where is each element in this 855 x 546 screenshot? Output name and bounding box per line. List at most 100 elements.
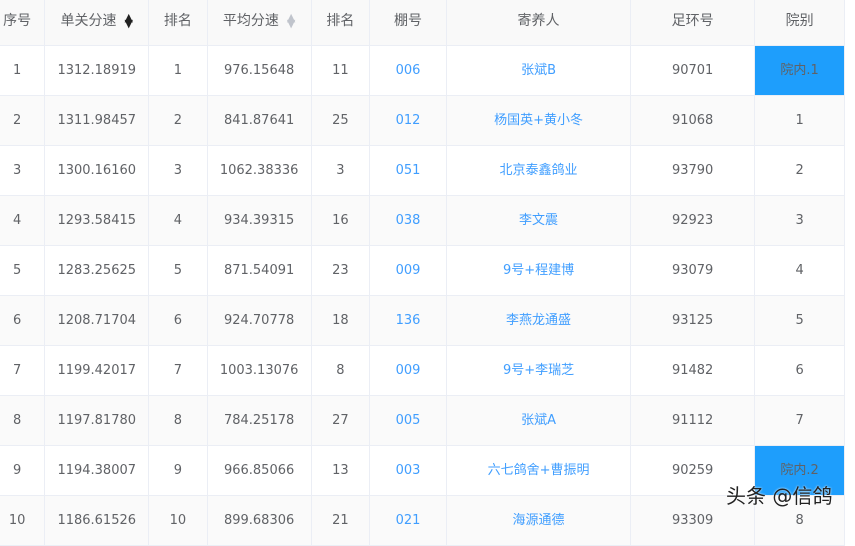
single-speed-cell: 1186.61526	[44, 495, 150, 546]
loft-link[interactable]: 005	[369, 395, 447, 446]
index-cell: 1	[0, 45, 46, 96]
rank-cell: 9	[148, 445, 208, 496]
single-speed-cell: 1199.42017	[44, 345, 150, 396]
single-speed-cell: 1300.16160	[44, 145, 150, 196]
division-cell: 1	[754, 95, 845, 146]
ring-number-cell: 93079	[630, 245, 756, 296]
header-label: 院别	[785, 13, 814, 29]
ring-number-cell: 91112	[630, 395, 756, 446]
division-cell: 7	[754, 395, 845, 446]
ring-number-cell: 91482	[630, 345, 756, 396]
table-row: 4 1293.58415 4 934.39315 16 038 李文震 92923 3	[0, 195, 845, 246]
division-cell: 院内.1	[754, 45, 845, 96]
division-cell: 3	[754, 195, 845, 246]
owner-link[interactable]: 张斌B	[446, 45, 632, 96]
column-header[interactable]: 单关分速 ▲ ▼	[44, 0, 150, 46]
ring-number-cell: 92923	[630, 195, 756, 246]
single-speed-cell: 1283.25625	[44, 245, 150, 296]
owner-link[interactable]: 六七鸽舍+曹振明	[446, 445, 632, 496]
column-header: 寄养人	[446, 0, 632, 46]
table-row: 1 1312.18919 1 976.15648 11 006 张斌B 90701 院内.1	[0, 45, 845, 96]
avg-rank-cell: 27	[311, 395, 371, 446]
loft-link[interactable]: 021	[369, 495, 447, 546]
sort-inactive-icon[interactable]: ▲ ▼	[286, 11, 296, 30]
index-cell: 4	[0, 195, 46, 246]
avg-speed-cell: 1062.38336	[207, 145, 312, 196]
owner-link[interactable]: 北京泰鑫鸽业	[446, 145, 632, 196]
division-cell: 2	[754, 145, 845, 196]
table-row: 6 1208.71704 6 924.70778 18 136 李燕龙通盛 93125 5	[0, 295, 845, 346]
avg-rank-cell: 3	[311, 145, 371, 196]
column-header: 棚号	[369, 0, 447, 46]
avg-rank-cell: 8	[311, 345, 371, 396]
owner-link[interactable]: 张斌A	[446, 395, 632, 446]
avg-speed-cell: 871.54091	[207, 245, 312, 296]
table-row: 5 1283.25625 5 871.54091 23 009 9号+程建博 93079 4	[0, 245, 845, 296]
single-speed-cell: 1197.81780	[44, 395, 150, 446]
header-label: 平均分速	[222, 13, 279, 29]
header-label: 棚号	[394, 13, 423, 29]
loft-link[interactable]: 009	[369, 245, 447, 296]
owner-link[interactable]: 海源通德	[446, 495, 632, 546]
rank-cell: 10	[148, 495, 208, 546]
index-cell: 5	[0, 245, 46, 296]
owner-link[interactable]: 9号+李瑞芝	[446, 345, 632, 396]
table-row: 7 1199.42017 7 1003.13076 8 009 9号+李瑞芝 91482 6	[0, 345, 845, 396]
avg-speed-cell: 899.68306	[207, 495, 312, 546]
avg-speed-cell: 966.85066	[207, 445, 312, 496]
index-cell: 8	[0, 395, 46, 446]
rank-cell: 8	[148, 395, 208, 446]
ring-number-cell: 91068	[630, 95, 756, 146]
header-label: 排名	[163, 13, 192, 29]
index-cell: 6	[0, 295, 46, 346]
index-cell: 2	[0, 95, 46, 146]
rank-cell: 6	[148, 295, 208, 346]
column-header: 院别	[754, 0, 845, 46]
division-cell: 6	[754, 345, 845, 396]
division-cell: 5	[754, 295, 845, 346]
loft-link[interactable]: 012	[369, 95, 447, 146]
rank-cell: 4	[148, 195, 208, 246]
loft-link[interactable]: 003	[369, 445, 447, 496]
ring-number-cell: 93790	[630, 145, 756, 196]
division-cell: 院内.2	[754, 445, 845, 496]
owner-link[interactable]: 李文震	[446, 195, 632, 246]
column-header: 序号	[0, 0, 46, 46]
header-label: 单关分速	[60, 13, 117, 29]
avg-rank-cell: 16	[311, 195, 371, 246]
loft-link[interactable]: 051	[369, 145, 447, 196]
rank-cell: 2	[148, 95, 208, 146]
avg-rank-cell: 18	[311, 295, 371, 346]
ring-number-cell: 90701	[630, 45, 756, 96]
header-label: 足环号	[671, 13, 714, 29]
single-speed-cell: 1293.58415	[44, 195, 150, 246]
avg-speed-cell: 841.87641	[207, 95, 312, 146]
owner-link[interactable]: 9号+程建博	[446, 245, 632, 296]
sort-desc-active-icon[interactable]: ▲ ▼	[124, 11, 133, 30]
single-speed-cell: 1312.18919	[44, 45, 150, 96]
avg-speed-cell: 784.25178	[207, 395, 312, 446]
single-speed-cell: 1194.38007	[44, 445, 150, 496]
table-row: 9 1194.38007 9 966.85066 13 003 六七鸽舍+曹振明 90259 院…	[0, 445, 845, 496]
single-speed-cell: 1311.98457	[44, 95, 150, 146]
loft-link[interactable]: 006	[369, 45, 447, 96]
division-cell: 4	[754, 245, 845, 296]
avg-rank-cell: 25	[311, 95, 371, 146]
header-label: 排名	[326, 13, 355, 29]
loft-link[interactable]: 009	[369, 345, 447, 396]
header-label: 寄养人	[517, 13, 560, 29]
column-header[interactable]: 平均分速 ▲ ▼	[207, 0, 312, 46]
ring-number-cell: 93125	[630, 295, 756, 346]
table-row: 2 1311.98457 2 841.87641 25 012 杨国英+黄小冬 91068 1	[0, 95, 845, 146]
owner-link[interactable]: 杨国英+黄小冬	[446, 95, 632, 146]
avg-speed-cell: 934.39315	[207, 195, 312, 246]
rank-cell: 5	[148, 245, 208, 296]
index-cell: 3	[0, 145, 46, 196]
loft-link[interactable]: 038	[369, 195, 447, 246]
avg-rank-cell: 23	[311, 245, 371, 296]
owner-link[interactable]: 李燕龙通盛	[446, 295, 632, 346]
avg-rank-cell: 21	[311, 495, 371, 546]
loft-link[interactable]: 136	[369, 295, 447, 346]
index-cell: 7	[0, 345, 46, 396]
index-cell: 9	[0, 445, 46, 496]
